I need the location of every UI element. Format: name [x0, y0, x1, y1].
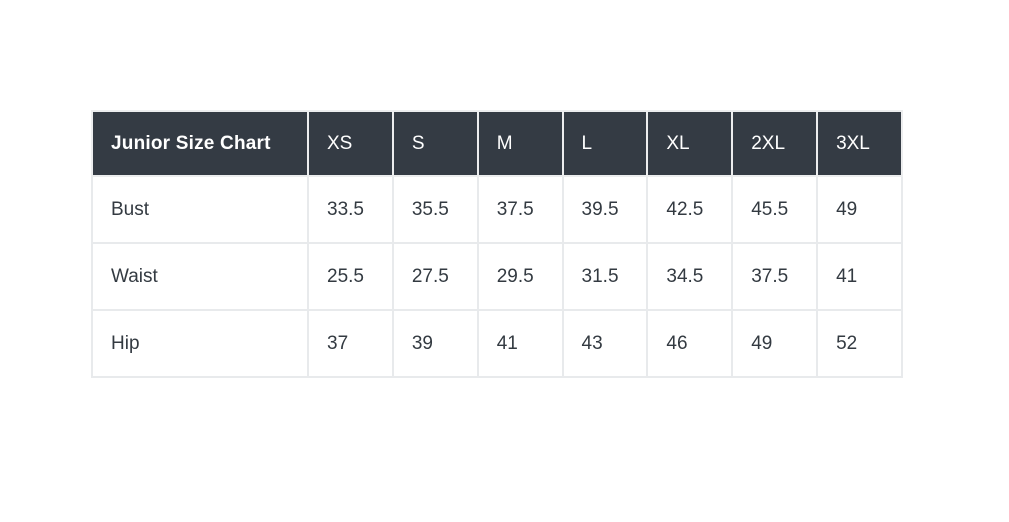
- table-row-bust: Bust 33.5 35.5 37.5 39.5 42.5 45.5 49: [91, 175, 903, 244]
- table-header-row: Junior Size Chart XS S M L XL 2XL 3XL: [91, 110, 903, 177]
- value-cell: 34.5: [646, 242, 734, 311]
- row-label-cell: Hip: [91, 309, 309, 378]
- table-title-cell: Junior Size Chart: [91, 110, 309, 177]
- value-cell: 29.5: [476, 242, 564, 311]
- value-cell: 31.5: [561, 242, 649, 311]
- size-chart-table: Junior Size Chart XS S M L XL 2XL 3XL Bu…: [91, 110, 903, 378]
- value-cell: 42.5: [646, 175, 734, 244]
- column-header-2xl: 2XL: [731, 110, 819, 177]
- value-cell: 39: [391, 309, 479, 378]
- value-cell: 45.5: [731, 175, 819, 244]
- row-label-cell: Bust: [91, 175, 309, 244]
- table-row-hip: Hip 37 39 41 43 46 49 52: [91, 309, 903, 378]
- value-cell: 52: [816, 309, 903, 378]
- column-header-3xl: 3XL: [816, 110, 903, 177]
- column-header-s: S: [391, 110, 479, 177]
- value-cell: 37: [307, 309, 394, 378]
- value-cell: 39.5: [561, 175, 649, 244]
- value-cell: 37.5: [731, 242, 819, 311]
- column-header-m: M: [476, 110, 564, 177]
- column-header-xl: XL: [646, 110, 734, 177]
- value-cell: 25.5: [307, 242, 394, 311]
- value-cell: 46: [646, 309, 734, 378]
- column-header-l: L: [561, 110, 649, 177]
- value-cell: 49: [816, 175, 903, 244]
- column-header-xs: XS: [307, 110, 394, 177]
- value-cell: 41: [476, 309, 564, 378]
- value-cell: 33.5: [307, 175, 394, 244]
- value-cell: 27.5: [391, 242, 479, 311]
- table-row-waist: Waist 25.5 27.5 29.5 31.5 34.5 37.5 41: [91, 242, 903, 311]
- value-cell: 37.5: [476, 175, 564, 244]
- value-cell: 43: [561, 309, 649, 378]
- value-cell: 49: [731, 309, 819, 378]
- value-cell: 35.5: [391, 175, 479, 244]
- value-cell: 41: [816, 242, 903, 311]
- size-chart-container: Junior Size Chart XS S M L XL 2XL 3XL Bu…: [91, 110, 903, 378]
- row-label-cell: Waist: [91, 242, 309, 311]
